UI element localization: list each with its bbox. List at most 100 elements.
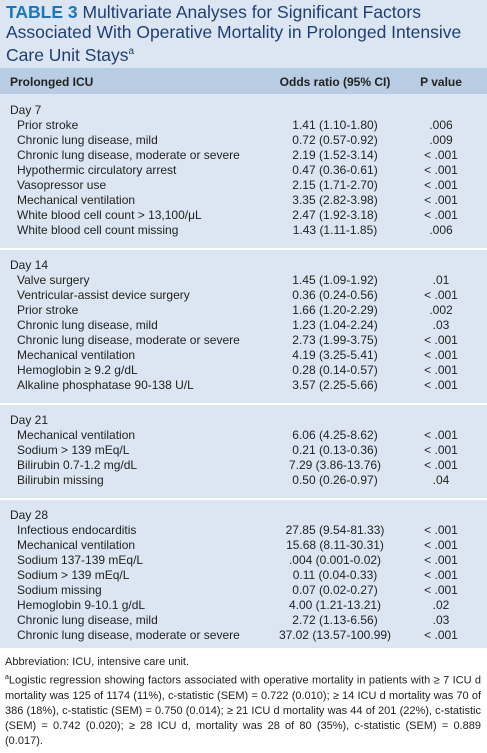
table-row: Hypothermic circulatory arrest 0.47 (0.36… bbox=[0, 163, 487, 178]
table-row: Chronic lung disease, mild 1.23 (1.04-2.2… bbox=[0, 318, 487, 333]
cell: .002 bbox=[429, 303, 453, 317]
cell: < .001 bbox=[424, 538, 458, 552]
footnote-mark: a bbox=[5, 674, 9, 681]
cell: 2.15 (1.71-2.70) bbox=[292, 178, 378, 192]
cell: .03 bbox=[432, 613, 450, 627]
cell: White blood cell count missing bbox=[17, 223, 179, 237]
table-label: TABLE 3 bbox=[6, 2, 78, 22]
cell: Vasopressor use bbox=[17, 178, 107, 192]
table-row: Mechanical ventilation 15.68 (8.11-30.31)… bbox=[0, 538, 487, 553]
cell: .03 bbox=[432, 318, 450, 332]
cell: 1.45 (1.09-1.92) bbox=[292, 273, 378, 287]
table-row: Chronic lung disease, moderate or severe… bbox=[0, 628, 487, 643]
cell: Mechanical ventilation bbox=[17, 348, 136, 362]
section-label: Day 7 bbox=[10, 103, 42, 117]
cell: 1.66 (1.20-2.29) bbox=[292, 303, 378, 317]
section: Day 7 Prior stroke 1.41 (1.10-1.80) .006 Chr… bbox=[0, 95, 487, 248]
cell: 15.68 (8.11-30.31) bbox=[286, 538, 384, 552]
cell: Bilirubin 0.7-1.2 mg/dL bbox=[17, 458, 138, 472]
cell: 1.23 (1.04-2.24) bbox=[292, 318, 378, 332]
cell: .02 bbox=[432, 598, 450, 612]
table-row: Bilirubin 0.7-1.2 mg/dL 7.29 (3.86-13.76)… bbox=[0, 458, 487, 473]
cell: < .001 bbox=[424, 458, 458, 472]
title: TABLE 3 Multivariate Analyses for Signif… bbox=[6, 2, 476, 65]
cell: < .001 bbox=[424, 178, 458, 192]
header-cell: Prolonged ICU bbox=[10, 75, 94, 89]
cell: < .001 bbox=[424, 443, 458, 457]
section-label: Day 21 bbox=[10, 413, 49, 427]
cell: < .001 bbox=[424, 148, 458, 162]
cell: < .001 bbox=[424, 628, 458, 642]
title-text: Multivariate Analyses for Significant Fa… bbox=[6, 2, 462, 65]
cell: 0.21 (0.13-0.36) bbox=[292, 443, 378, 457]
cell: Sodium missing bbox=[17, 583, 102, 597]
header-row: Prolonged ICU Odds ratio (95% CI) P valu… bbox=[0, 68, 487, 94]
cell: < .001 bbox=[424, 288, 458, 302]
cell: 0.50 (0.26-0.97) bbox=[292, 473, 378, 487]
cell: < .001 bbox=[424, 363, 458, 377]
cell: Sodium > 139 mEq/L bbox=[17, 443, 130, 457]
cell: Chronic lung disease, moderate or severe bbox=[17, 628, 240, 642]
header-cell: P value bbox=[420, 75, 462, 89]
table-row: Chronic lung disease, moderate or severe… bbox=[0, 333, 487, 348]
cell: .004 (0.001-0.02) bbox=[288, 553, 382, 567]
table-row: Chronic lung disease, moderate or severe… bbox=[0, 148, 487, 163]
cell: 0.47 (0.36-0.61) bbox=[292, 163, 378, 177]
table-row: Chronic lung disease, mild 2.72 (1.13-6.5… bbox=[0, 613, 487, 628]
cell: Chronic lung disease, moderate or severe bbox=[17, 148, 240, 162]
cell: < .001 bbox=[424, 568, 458, 582]
table-row: Bilirubin missing 0.50 (0.26-0.97) .04 bbox=[0, 473, 487, 488]
cell: Chronic lung disease, mild bbox=[17, 613, 158, 627]
table-row: White blood cell count missing 1.43 (1.11… bbox=[0, 223, 487, 238]
footnote: aLogistic regression showing factors ass… bbox=[5, 670, 481, 749]
cell: Chronic lung disease, mild bbox=[17, 133, 158, 147]
cell: < .001 bbox=[424, 208, 458, 222]
cell: .009 bbox=[429, 133, 453, 147]
cell: .01 bbox=[432, 273, 450, 287]
cell: 2.72 (1.13-6.56) bbox=[292, 613, 378, 627]
cell: Hypothermic circulatory arrest bbox=[17, 163, 177, 177]
header-cell: Odds ratio (95% CI) bbox=[279, 75, 391, 89]
cell: Prior stroke bbox=[17, 303, 79, 317]
table-row: Valve surgery 1.45 (1.09-1.92) .01 bbox=[0, 273, 487, 288]
cell: 0.28 (0.14-0.57) bbox=[292, 363, 378, 377]
cell: Mechanical ventilation bbox=[17, 538, 136, 552]
table-row: Mechanical ventilation 3.35 (2.82-3.98) < … bbox=[0, 193, 487, 208]
cell: 27.85 (9.54-81.33) bbox=[285, 523, 385, 537]
table-row: Infectious endocarditis 27.85 (9.54-81.33… bbox=[0, 523, 487, 538]
cell: < .001 bbox=[424, 553, 458, 567]
table-box bbox=[0, 0, 487, 648]
footnotes: Abbreviation: ICU, intensive care unit. … bbox=[5, 655, 481, 749]
cell: 4.00 (1.21-13.21) bbox=[288, 598, 382, 612]
cell: Chronic lung disease, moderate or severe bbox=[17, 333, 240, 347]
cell: < .001 bbox=[424, 193, 458, 207]
cell: Sodium 137-139 mEq/L bbox=[17, 553, 144, 567]
cell: Mechanical ventilation bbox=[17, 428, 136, 442]
cell: .04 bbox=[432, 473, 450, 487]
table-row: Sodium > 139 mEq/L 0.11 (0.04-0.33) < .001 bbox=[0, 568, 487, 583]
cell: White blood cell count > 13,100/μL bbox=[17, 208, 202, 222]
table-row: Sodium missing 0.07 (0.02-0.27) < .001 bbox=[0, 583, 487, 598]
cell: Mechanical ventilation bbox=[17, 193, 136, 207]
cell: 1.43 (1.11-1.85) bbox=[292, 223, 378, 237]
cell: Bilirubin missing bbox=[17, 473, 104, 487]
cell: < .001 bbox=[424, 378, 458, 392]
table-row: White blood cell count > 13,100/μL 2.47 (… bbox=[0, 208, 487, 223]
cell: .006 bbox=[429, 118, 453, 132]
footnote-text: Logistic regression showing factors asso… bbox=[5, 674, 481, 747]
table-row: Sodium > 139 mEq/L 0.21 (0.13-0.36) < .001 bbox=[0, 443, 487, 458]
table-row: Ventricular-assist device surgery 0.36 (0… bbox=[0, 288, 487, 303]
cell: 2.47 (1.92-3.18) bbox=[292, 208, 378, 222]
table-row: Mechanical ventilation 4.19 (3.25-5.41) < … bbox=[0, 348, 487, 363]
cell: Alkaline phosphatase 90-138 U/L bbox=[17, 378, 194, 392]
cell: < .001 bbox=[424, 348, 458, 362]
cell: < .001 bbox=[424, 523, 458, 537]
section: Day 21 Mechanical ventilation 6.06 (4.25-8… bbox=[0, 403, 487, 498]
abbreviation: Abbreviation: ICU, intensive care unit. bbox=[5, 656, 190, 668]
table-row: Prior stroke 1.66 (1.20-2.29) .002 bbox=[0, 303, 487, 318]
cell: 2.19 (1.52-3.14) bbox=[292, 148, 378, 162]
table-row: Vasopressor use 2.15 (1.71-2.70) < .001 bbox=[0, 178, 487, 193]
cell: Hemoglobin 9-10.1 g/dL bbox=[17, 598, 146, 612]
table-body: Day 7 Prior stroke 1.41 (1.10-1.80) .006 Chr… bbox=[0, 95, 487, 653]
